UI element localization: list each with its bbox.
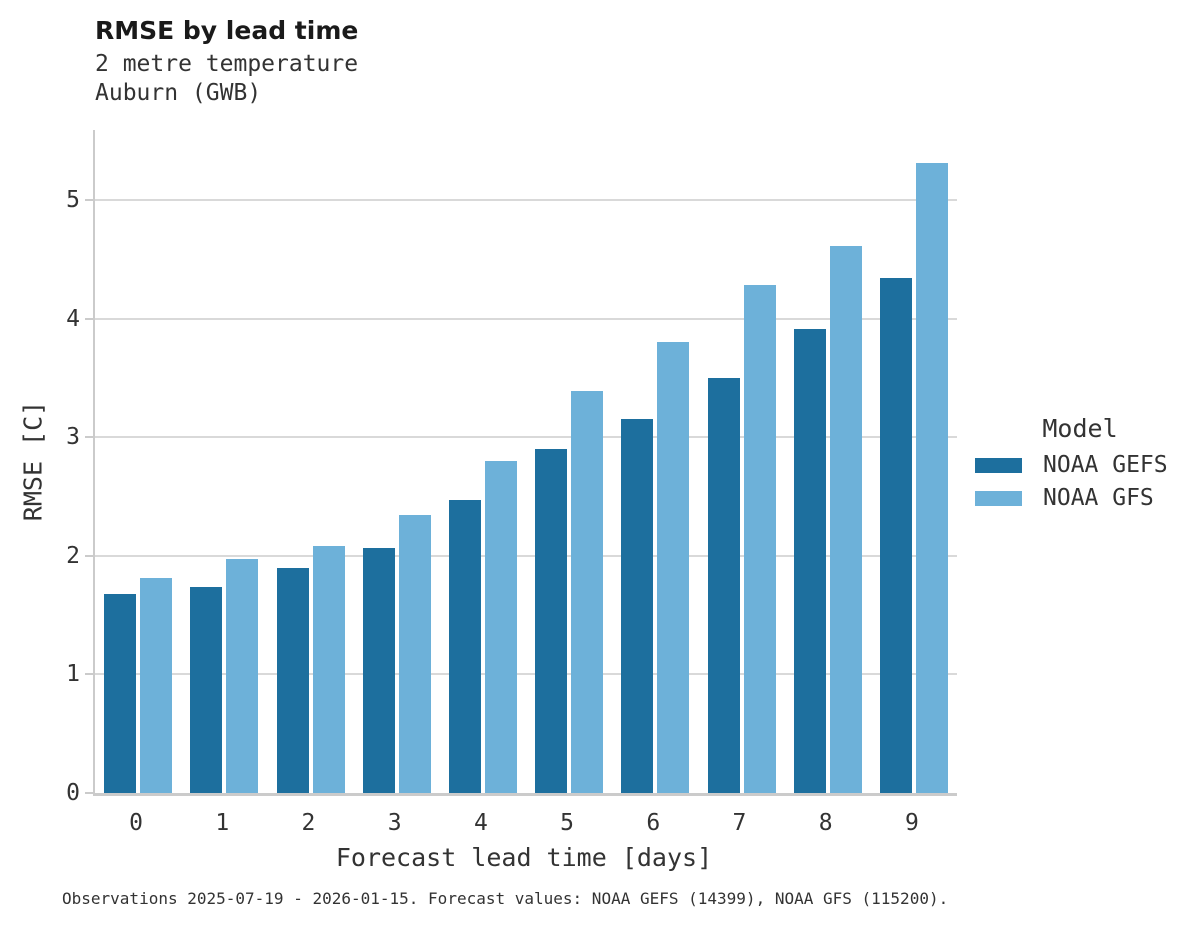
legend-entry-noaa-gefs: NOAA GEFS: [975, 450, 1185, 480]
y-tick-mark-5: [85, 198, 93, 201]
bar-noaa-gfs-lead-9: [915, 163, 948, 793]
bar-noaa-gefs-lead-8: [793, 329, 826, 793]
bar-noaa-gfs-lead-1: [226, 559, 259, 793]
y-tick-mark-4: [85, 317, 93, 320]
x-tick-label-0: 0: [129, 810, 144, 836]
gridline-y-3: [95, 436, 957, 439]
bar-noaa-gfs-lead-0: [140, 578, 173, 793]
gridline-y-5: [95, 198, 957, 201]
bar-noaa-gfs-lead-7: [743, 285, 776, 793]
y-tick-label-0: 0: [66, 780, 80, 806]
bar-noaa-gfs-lead-2: [312, 546, 345, 793]
x-tick-label-2: 2: [301, 810, 316, 836]
bar-noaa-gefs-lead-0: [104, 593, 137, 793]
gridline-y-1: [95, 673, 957, 676]
x-tick-label-5: 5: [560, 810, 575, 836]
legend-swatch-icon: [975, 457, 1022, 473]
y-tick-label-3: 3: [66, 424, 80, 451]
caption: Observations 2025-07-19 - 2026-01-15. Fo…: [62, 889, 949, 908]
legend-label: NOAA GFS: [1043, 485, 1154, 511]
legend-label: NOAA GEFS: [1043, 452, 1168, 478]
bar-noaa-gefs-lead-6: [621, 419, 654, 793]
chart-title: RMSE by lead time: [95, 16, 359, 45]
bar-noaa-gfs-lead-6: [657, 342, 690, 793]
chart-subtitle-variable: 2 metre temperature: [95, 51, 359, 77]
y-tick-mark-3: [85, 436, 93, 439]
x-tick-label-4: 4: [473, 810, 488, 836]
x-tick-label-3: 3: [387, 810, 402, 836]
bar-noaa-gefs-lead-5: [535, 449, 568, 793]
gridline-y-2: [95, 554, 957, 557]
x-tick-label-7: 7: [732, 810, 747, 836]
y-axis-label: RMSE [C]: [18, 400, 48, 522]
x-tick-label-6: 6: [646, 810, 661, 836]
bar-noaa-gefs-lead-3: [362, 547, 395, 793]
x-axis-label: Forecast lead time [days]: [335, 843, 713, 872]
gridline-y-4: [95, 317, 957, 320]
bar-noaa-gfs-lead-8: [829, 246, 862, 793]
bar-noaa-gfs-lead-5: [571, 390, 604, 793]
plot-area: [93, 130, 957, 796]
bar-noaa-gefs-lead-9: [879, 278, 912, 793]
legend-title: Model: [1042, 414, 1118, 443]
y-tick-mark-0: [85, 792, 93, 794]
bar-noaa-gfs-lead-3: [398, 515, 431, 793]
bar-noaa-gefs-lead-1: [190, 586, 223, 793]
chart-subtitle-station: Auburn (GWB): [95, 80, 262, 106]
y-tick-mark-2: [85, 554, 93, 557]
legend-swatch-icon: [975, 490, 1022, 506]
x-tick-label-1: 1: [215, 810, 230, 836]
y-tick-mark-1: [85, 673, 93, 676]
y-tick-label-5: 5: [66, 186, 80, 213]
x-tick-label-8: 8: [818, 810, 833, 836]
x-tick-label-9: 9: [904, 810, 919, 836]
y-tick-label-4: 4: [66, 305, 80, 332]
bar-noaa-gfs-lead-4: [484, 460, 517, 793]
bar-noaa-gefs-lead-4: [448, 500, 481, 793]
legend-entries: NOAA GEFS NOAA GFS: [975, 450, 1185, 513]
legend: Model NOAA GEFS NOAA GFS: [975, 414, 1185, 516]
legend-entry-noaa-gfs: NOAA GFS: [975, 483, 1185, 513]
y-tick-label-1: 1: [66, 661, 80, 688]
bar-noaa-gefs-lead-7: [707, 377, 740, 793]
bar-noaa-gefs-lead-2: [276, 567, 309, 793]
y-tick-label-2: 2: [66, 542, 80, 569]
